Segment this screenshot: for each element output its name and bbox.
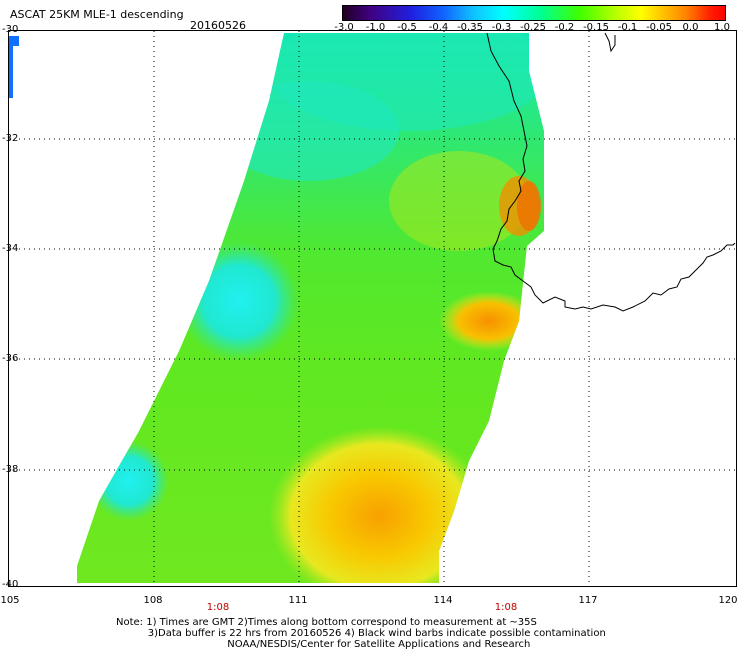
colorbar-tick-label: -0.25 <box>520 22 546 33</box>
grid <box>9 31 736 586</box>
footnote: Note: 1) Times are GMT 2)Times along bot… <box>116 617 606 650</box>
y-label: -30 <box>2 24 19 35</box>
swath-field <box>77 33 544 583</box>
x-label: 105 <box>0 595 20 606</box>
y-label: -38 <box>2 464 19 475</box>
legend-swatch-blue-top <box>9 36 19 46</box>
colorbar-tick-label: -0.05 <box>646 22 672 33</box>
colorbar-tick-label: -0.2 <box>554 22 575 33</box>
y-label: -40 <box>2 579 19 590</box>
colorbar-tick-label: -0.3 <box>491 22 512 33</box>
colorbar-tick-label: -0.35 <box>457 22 483 33</box>
colorbar-tick-label: -0.5 <box>397 22 417 33</box>
y-label: -34 <box>2 243 19 254</box>
time-label: 1:08 <box>206 602 230 613</box>
coastline-north <box>604 32 616 53</box>
colorbar-tick-label: 0.0 <box>682 22 699 33</box>
legend-swatch-blue <box>9 36 13 98</box>
map-date: 20160526 <box>190 19 246 32</box>
coastline <box>486 32 736 312</box>
x-label: 117 <box>578 595 598 606</box>
footnote-line-3: NOAA/NESDIS/Center for Satellite Applica… <box>227 639 531 650</box>
colorbar-tick-label: -0.4 <box>428 22 449 33</box>
map-canvas <box>9 31 736 586</box>
colorbar-tick-label: -0.1 <box>617 22 638 33</box>
colorbar-tick-label: -3.0 <box>334 22 354 33</box>
colorbar-tick-label: 1.0 <box>714 22 730 33</box>
time-label: 1:08 <box>494 602 518 613</box>
x-label: 111 <box>288 595 308 606</box>
colorbar-tick-label: -0.15 <box>583 22 609 33</box>
x-label: 108 <box>143 595 163 606</box>
footnote-line-1: Note: 1) Times are GMT 2)Times along bot… <box>116 617 537 628</box>
footnote-line-2: 3)Data buffer is 22 hrs from 20160526 4)… <box>147 628 606 639</box>
colorbar-tick-label: -1.0 <box>365 22 386 33</box>
colorbar <box>342 5 726 21</box>
x-label: 114 <box>433 595 453 606</box>
map-title: ASCAT 25KM MLE-1 descending <box>10 8 184 21</box>
x-label: 120 <box>718 595 738 606</box>
map-area <box>8 30 737 587</box>
y-label: -32 <box>2 133 19 144</box>
y-label: -36 <box>2 353 19 364</box>
